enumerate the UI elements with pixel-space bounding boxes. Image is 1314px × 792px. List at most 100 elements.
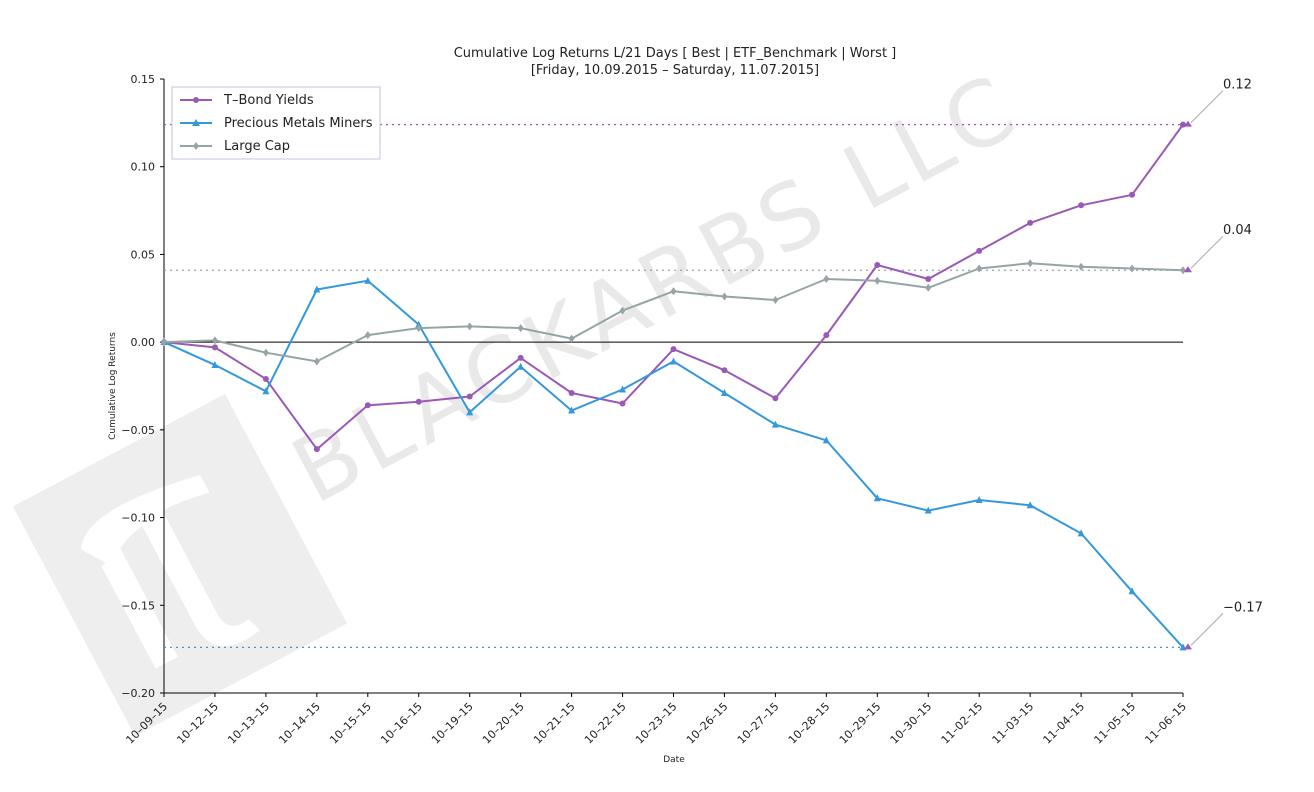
annotation-arrowhead <box>1184 643 1192 650</box>
chart-subtitle: [Friday, 10.09.2015 – Saturday, 11.07.20… <box>531 63 819 78</box>
x-tick-label: 10–26–15 <box>684 700 731 747</box>
data-point <box>976 264 983 273</box>
annotation-arrow <box>1190 613 1224 646</box>
data-point <box>1129 191 1136 198</box>
y-tick-label: −0.10 <box>121 512 155 525</box>
legend-item-precious-metals: Precious Metals Miners <box>180 116 373 131</box>
x-tick-label: 11–03–15 <box>990 700 1037 747</box>
x-tick-label: 11–06–15 <box>1142 700 1189 747</box>
data-point <box>568 334 575 343</box>
y-axis-label: Cumulative Log Returns <box>108 332 118 440</box>
annotation-label: −0.17 <box>1223 600 1263 615</box>
data-point <box>771 420 779 428</box>
data-point <box>1180 266 1186 275</box>
x-tick-label: 10–30–15 <box>888 700 935 747</box>
y-tick-label: 0.05 <box>131 248 156 261</box>
data-point <box>874 276 881 285</box>
x-tick-label: 11–05–15 <box>1092 700 1139 747</box>
x-ticks: 10–09–15 10–12–15 10–13–15 10–14–15 10–15–15… <box>123 693 1189 747</box>
data-point <box>415 320 423 328</box>
data-point <box>925 275 932 282</box>
x-tick-label: 10–28–15 <box>786 700 833 747</box>
data-point <box>619 400 626 407</box>
data-point <box>466 408 474 416</box>
data-point <box>823 274 830 283</box>
data-point <box>925 283 932 292</box>
annotation-arrowhead <box>1184 266 1192 273</box>
data-point <box>211 336 218 345</box>
data-point <box>415 324 422 333</box>
x-tick-label: 10–15–15 <box>327 700 374 747</box>
data-point <box>1078 202 1085 209</box>
annotation-arrowhead <box>1184 120 1192 127</box>
legend-marker-large-cap <box>193 142 199 150</box>
y-ticks: 0.15 0.10 0.05 0.00 −0.05 −0.10 −0.15 −0.20 <box>121 73 164 700</box>
data-point <box>364 276 372 284</box>
x-tick-label: 10–27–15 <box>735 700 782 747</box>
chart-title: Cumulative Log Returns L/21 Days [ Best … <box>454 46 897 61</box>
y-tick-label: 0.10 <box>131 161 156 174</box>
x-tick-label: 10–21–15 <box>531 700 578 747</box>
data-point <box>619 306 626 315</box>
data-point <box>364 402 371 409</box>
data-point <box>874 261 881 268</box>
data-point <box>262 375 269 382</box>
data-point <box>772 296 779 305</box>
x-axis-label: Date <box>663 755 685 765</box>
x-tick-label: 10–29–15 <box>837 700 884 747</box>
data-point <box>1026 501 1034 509</box>
data-point <box>517 324 524 333</box>
x-tick-label: 10–16–15 <box>378 700 425 747</box>
data-point <box>1027 259 1034 268</box>
data-point <box>772 395 779 402</box>
data-point <box>262 387 270 395</box>
watermark: BLACKARBS LLC <box>13 54 1036 737</box>
data-point <box>823 332 830 339</box>
x-tick-label: 10–14–15 <box>276 700 323 747</box>
annotation-label: 0.04 <box>1223 223 1252 238</box>
series-1 <box>160 276 1187 651</box>
data-point <box>976 247 983 254</box>
data-point <box>1180 121 1186 128</box>
y-tick-label: −0.15 <box>121 599 155 612</box>
data-point <box>619 385 627 393</box>
data-point <box>822 436 830 444</box>
data-point <box>161 338 167 347</box>
series-group <box>160 121 1187 651</box>
data-point <box>873 494 881 502</box>
data-point <box>568 390 575 397</box>
data-point <box>670 357 677 365</box>
watermark-logo-icon <box>13 393 347 737</box>
legend-label-t-bond: T–Bond Yields <box>223 93 314 108</box>
x-tick-label: 10–19–15 <box>429 700 476 747</box>
data-point <box>517 362 525 370</box>
series-2 <box>161 259 1186 366</box>
data-point <box>262 348 269 357</box>
data-point <box>313 446 320 453</box>
legend-item-large-cap: Large Cap <box>180 139 290 154</box>
data-point <box>720 389 728 397</box>
data-point <box>1078 262 1085 271</box>
legend-marker-precious-metals <box>192 119 200 126</box>
data-point <box>415 398 422 405</box>
x-tick-label: 11–02–15 <box>939 700 986 747</box>
data-point <box>466 322 473 331</box>
legend: T–Bond Yields Precious Metals Miners Lar… <box>171 86 381 160</box>
data-point <box>364 331 371 340</box>
data-point <box>211 344 218 351</box>
data-point <box>211 360 219 368</box>
y-tick-label: −0.05 <box>121 424 155 437</box>
data-point <box>1128 587 1136 595</box>
y-tick-label: −0.20 <box>121 687 155 700</box>
data-point <box>721 292 728 301</box>
x-tick-label: 10–23–15 <box>633 700 680 747</box>
x-tick-label: 10–22–15 <box>582 700 629 747</box>
legend-item-t-bond: T–Bond Yields <box>180 93 314 108</box>
legend-marker-t-bond <box>193 97 199 103</box>
data-point <box>670 346 677 353</box>
legend-label-large-cap: Large Cap <box>224 139 290 154</box>
annotation-arrow <box>1190 235 1224 269</box>
annotations: 0.12 0.04 −0.17 <box>1184 78 1263 650</box>
data-point <box>568 406 576 414</box>
